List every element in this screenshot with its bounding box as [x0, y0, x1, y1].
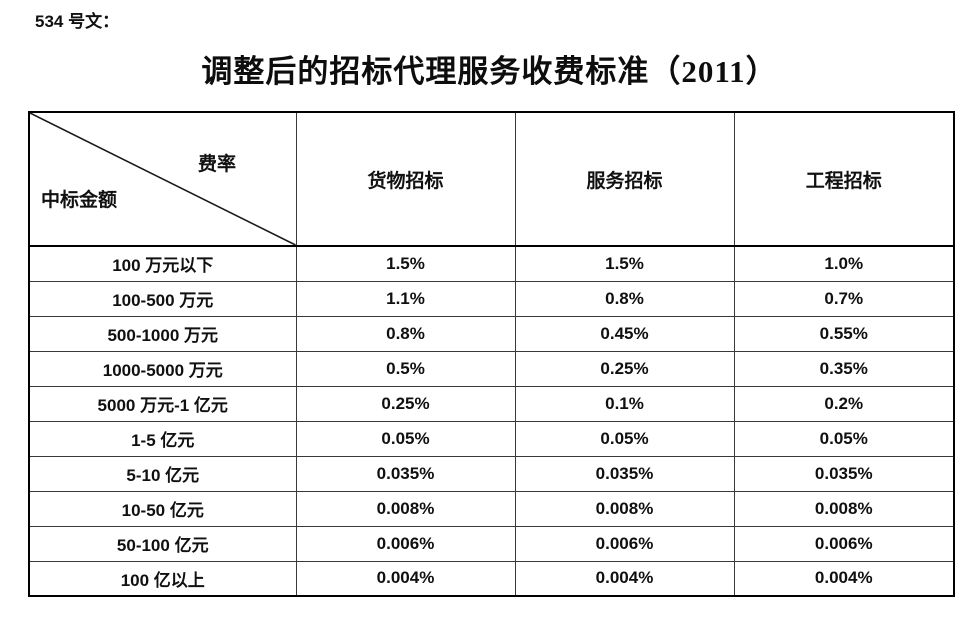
table-row: 100-500 万元 1.1% 0.8% 0.7%: [28, 280, 955, 317]
amount-cell: 100 万元以下: [28, 245, 297, 282]
goods-rate-cell: 0.25%: [295, 385, 516, 422]
page-title: 调整后的招标代理服务收费标准（2011）: [201, 54, 778, 89]
engineering-rate-cell: 0.035%: [733, 455, 955, 492]
engineering-rate-cell: 0.35%: [733, 350, 955, 387]
goods-rate-cell: 0.008%: [295, 490, 516, 527]
amount-cell: 50-100 亿元: [28, 525, 297, 562]
column-header-service-bidding: 服务招标: [514, 111, 735, 247]
amount-cell: 100-500 万元: [28, 280, 297, 317]
table-row: 5000 万元-1 亿元 0.25% 0.1% 0.2%: [28, 385, 955, 422]
engineering-rate-cell: 0.004%: [733, 560, 955, 597]
goods-rate-cell: 0.8%: [295, 315, 516, 352]
engineering-rate-cell: 0.008%: [733, 490, 955, 527]
goods-rate-cell: 0.5%: [295, 350, 516, 387]
amount-cell: 10-50 亿元: [28, 490, 297, 527]
engineering-rate-cell: 0.006%: [733, 525, 955, 562]
amount-cell: 5-10 亿元: [28, 455, 297, 492]
corner-label-amount: 中标金额: [41, 190, 118, 211]
table-row: 500-1000 万元 0.8% 0.45% 0.55%: [28, 315, 955, 352]
goods-rate-cell: 0.004%: [295, 560, 516, 597]
service-rate-cell: 0.006%: [514, 525, 735, 562]
service-rate-cell: 0.25%: [514, 350, 735, 387]
engineering-rate-cell: 0.55%: [733, 315, 955, 352]
amount-cell: 1000-5000 万元: [28, 350, 297, 387]
goods-rate-cell: 0.035%: [295, 455, 516, 492]
engineering-rate-cell: 1.0%: [733, 245, 955, 282]
doc-number-label: 534 号文：: [35, 12, 120, 31]
service-rate-cell: 0.45%: [514, 315, 735, 352]
corner-cell: 费率 中标金额: [28, 111, 297, 247]
goods-rate-cell: 0.05%: [295, 420, 516, 457]
amount-cell: 100 亿以上: [28, 560, 297, 597]
table-row: 1000-5000 万元 0.5% 0.25% 0.35%: [28, 350, 955, 387]
amount-cell: 500-1000 万元: [28, 315, 297, 352]
amount-cell: 5000 万元-1 亿元: [28, 385, 297, 422]
goods-rate-cell: 0.006%: [295, 525, 516, 562]
service-rate-cell: 0.035%: [514, 455, 735, 492]
service-rate-cell: 0.05%: [514, 420, 735, 457]
header-row: 费率 中标金额 货物招标 服务招标 工程招标: [28, 111, 955, 247]
fee-table: 费率 中标金额 货物招标 服务招标 工程招标 100 万元以下 1.5% 1.5% 1…: [28, 111, 955, 597]
column-header-engineering-bidding: 工程招标: [733, 111, 955, 247]
corner-label-rate: 费率: [198, 154, 237, 175]
service-rate-cell: 0.008%: [514, 490, 735, 527]
goods-rate-cell: 1.1%: [295, 280, 516, 317]
service-rate-cell: 0.8%: [514, 280, 735, 317]
fee-table-body: 100 万元以下 1.5% 1.5% 1.0% 100-500 万元 1.1% 0.8% 0.…: [28, 245, 955, 597]
goods-rate-cell: 1.5%: [295, 245, 516, 282]
service-rate-cell: 1.5%: [514, 245, 735, 282]
table-row: 50-100 亿元 0.006% 0.006% 0.006%: [28, 525, 955, 562]
table-row: 100 万元以下 1.5% 1.5% 1.0%: [28, 245, 955, 282]
diagonal-divider-line: [30, 113, 296, 245]
table-row: 1-5 亿元 0.05% 0.05% 0.05%: [28, 420, 955, 457]
amount-cell: 1-5 亿元: [28, 420, 297, 457]
table-row: 5-10 亿元 0.035% 0.035% 0.035%: [28, 455, 955, 492]
engineering-rate-cell: 0.7%: [733, 280, 955, 317]
service-rate-cell: 0.004%: [514, 560, 735, 597]
service-rate-cell: 0.1%: [514, 385, 735, 422]
table-row: 100 亿以上 0.004% 0.004% 0.004%: [28, 560, 955, 597]
engineering-rate-cell: 0.2%: [733, 385, 955, 422]
table-row: 10-50 亿元 0.008% 0.008% 0.008%: [28, 490, 955, 527]
engineering-rate-cell: 0.05%: [733, 420, 955, 457]
column-header-goods-bidding: 货物招标: [295, 111, 516, 247]
